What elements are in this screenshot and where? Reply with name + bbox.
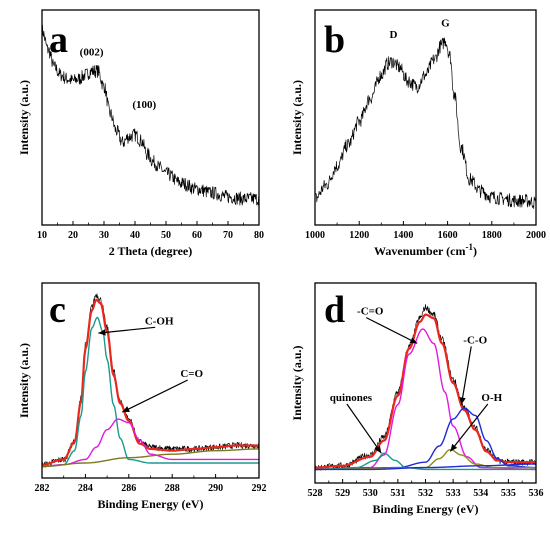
x-tick-label: 530 [363, 488, 378, 499]
x-tick-label: 290 [208, 483, 223, 494]
x-tick-label: 532 [418, 488, 433, 499]
annotation-label: O-H [481, 392, 502, 404]
annotation-arrowhead [122, 406, 130, 413]
x-tick-label: 535 [501, 488, 516, 499]
panel-letter: a [49, 19, 68, 61]
annotation-arrowhead [98, 329, 106, 336]
x-tick-label: 536 [529, 488, 544, 499]
x-tick-label: 40 [130, 230, 140, 241]
annotation-arrow [365, 317, 418, 344]
x-tick-label: 1600 [438, 230, 458, 241]
panel-c: 282 284 286 288 290 292 Binding Energy (eV) Int… [17, 282, 267, 511]
annotation-arrow [122, 379, 188, 413]
series-envelope [42, 298, 259, 466]
plot-frame [314, 9, 537, 226]
y-axis-label: Intensity (a.u.) [17, 80, 31, 155]
x-tick-label: 1800 [482, 230, 502, 241]
series-c-o-component [42, 418, 259, 468]
annotation-arrowhead [459, 397, 466, 405]
annotation-arrow [460, 346, 472, 405]
x-tick-label: 1400 [393, 230, 413, 241]
panel-d: 528 529 530 531 532 533 534 535 536 Binding Energ… [290, 282, 544, 516]
annotation-label: -C=O [357, 306, 384, 318]
x-axis-label-close: ) [473, 244, 477, 258]
plot-area [42, 24, 259, 206]
annotation-arrowhead [409, 337, 418, 344]
x-axis-label: Wavenumber (cm-1) [374, 242, 477, 258]
plot-area [315, 304, 536, 471]
x-tick-label: 288 [165, 483, 180, 494]
x-tick-label: 70 [223, 230, 233, 241]
x-tick-label: 1200 [349, 230, 369, 241]
annotation-arrowhead [374, 445, 382, 454]
series-baseline [42, 448, 259, 468]
x-tick-label: 1000 [305, 230, 325, 241]
panel-a: 10 20 30 40 50 60 70 80 2 Theta (degree) Intensit… [17, 9, 264, 258]
annotation-arrow [98, 326, 156, 334]
x-tick-label: 2000 [526, 230, 546, 241]
x-tick-label: 528 [308, 488, 323, 499]
y-axis-label: Intensity (a.u.) [290, 345, 304, 420]
series-raw [315, 304, 536, 471]
annotation-label: C-OH [145, 315, 174, 327]
plot-frame [314, 282, 537, 484]
x-tick-label: 80 [254, 230, 264, 241]
annotation-label: D [389, 29, 397, 41]
x-tick-label: 534 [473, 488, 488, 499]
x-tick-label: 50 [161, 230, 171, 241]
y-axis-label: Intensity (a.u.) [17, 343, 31, 418]
x-axis-label: Binding Energy (eV) [372, 502, 478, 516]
plot-area [42, 293, 259, 468]
x-axis-label-superscript: -1 [465, 242, 473, 252]
x-tick-label: 284 [78, 483, 93, 494]
x-tick-label: 20 [68, 230, 78, 241]
annotation-label: -C-O [463, 334, 487, 346]
x-tick-label: 30 [99, 230, 109, 241]
x-tick-label: 286 [121, 483, 136, 494]
x-axis-label: Binding Energy (eV) [97, 497, 203, 511]
series-spectrum [315, 37, 536, 209]
annotation-arrow [449, 403, 489, 452]
x-tick-label: 292 [252, 483, 267, 494]
series-spectrum [42, 24, 259, 206]
panel-letter: b [324, 19, 345, 61]
x-tick-label: 531 [390, 488, 405, 499]
annotation-label: (002) [80, 47, 104, 59]
plot-area [315, 37, 536, 209]
x-tick-label: 60 [192, 230, 202, 241]
series-envelope [315, 313, 536, 469]
series-quinones-component [315, 452, 536, 471]
annotation-label: C=O [180, 368, 203, 380]
y-axis-label: Intensity (a.u.) [290, 80, 304, 155]
annotation-label: quinones [330, 392, 373, 404]
x-tick-label: 533 [446, 488, 461, 499]
annotation-arrowhead [450, 443, 458, 452]
x-tick-label: 282 [35, 483, 50, 494]
x-tick-label: 10 [37, 230, 47, 241]
x-tick-label: 529 [335, 488, 350, 499]
panel-b: 1000 1200 1400 1600 1800 2000 Wavenumber (cm-1… [290, 9, 546, 258]
series-baseline [315, 463, 536, 471]
annotation-arrow [346, 403, 382, 454]
series-c-oh-component [42, 316, 259, 468]
panel-letter: c [49, 289, 66, 331]
annotation-label: G [441, 18, 450, 30]
panel-letter: d [324, 289, 345, 331]
annotation-label: (100) [132, 99, 156, 111]
x-axis-label: 2 Theta (degree) [109, 244, 193, 258]
